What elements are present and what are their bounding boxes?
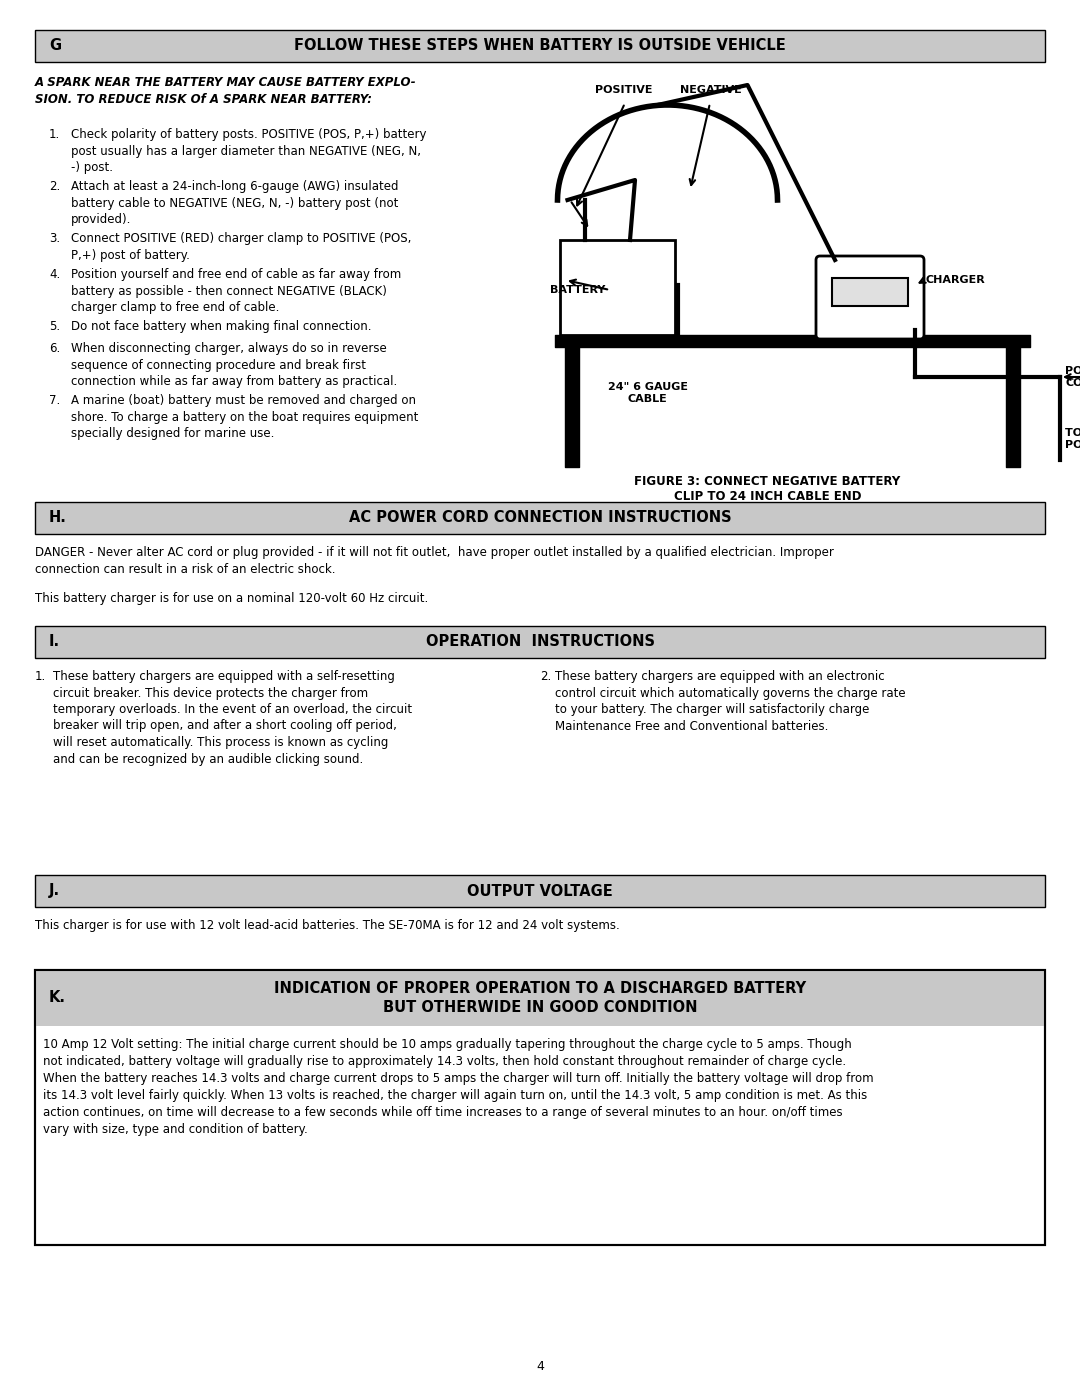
- Text: 24" 6 GAUGE
CABLE: 24" 6 GAUGE CABLE: [607, 381, 688, 404]
- Text: BATTERY: BATTERY: [550, 285, 606, 295]
- Text: 2.: 2.: [49, 180, 60, 193]
- Text: A marine (boat) battery must be removed and charged on
shore. To charge a batter: A marine (boat) battery must be removed …: [71, 394, 418, 440]
- Text: Check polarity of battery posts. POSITIVE (POS, P,+) battery
post usually has a : Check polarity of battery posts. POSITIV…: [71, 129, 427, 175]
- Text: Do not face battery when making final connection.: Do not face battery when making final co…: [71, 320, 372, 332]
- Text: DANGER - Never alter AC cord or plug provided - if it will not fit outlet,  have: DANGER - Never alter AC cord or plug pro…: [35, 546, 834, 576]
- Text: 10 Amp 12 Volt setting: The initial charge current should be 10 amps gradually t: 10 Amp 12 Volt setting: The initial char…: [43, 1038, 874, 1136]
- Text: 4: 4: [536, 1361, 544, 1373]
- Text: When disconnecting charger, always do so in reverse
sequence of connecting proce: When disconnecting charger, always do so…: [71, 342, 397, 388]
- Text: 2.: 2.: [540, 671, 551, 683]
- Text: INDICATION OF PROPER OPERATION TO A DISCHARGED BATTERY
BUT OTHERWIDE IN GOOD CON: INDICATION OF PROPER OPERATION TO A DISC…: [274, 981, 806, 1016]
- Bar: [35, 970, 1045, 1245]
- Text: This charger is for use with 12 volt lead-acid batteries. The SE-70MA is for 12 : This charger is for use with 12 volt lea…: [35, 919, 620, 932]
- Text: CHARGER: CHARGER: [924, 275, 985, 285]
- Text: 1.: 1.: [49, 129, 60, 141]
- Text: J.: J.: [49, 883, 60, 898]
- Text: NEGATIVE: NEGATIVE: [680, 85, 742, 95]
- Text: OPERATION  INSTRUCTIONS: OPERATION INSTRUCTIONS: [426, 634, 654, 650]
- Bar: [35, 29, 1045, 61]
- Text: 6.: 6.: [49, 342, 60, 355]
- Bar: [35, 970, 1045, 1025]
- Text: These battery chargers are equipped with a self-resetting
circuit breaker. This : These battery chargers are equipped with…: [53, 671, 413, 766]
- Text: 1.: 1.: [35, 671, 46, 683]
- Text: 4.: 4.: [49, 268, 60, 281]
- Text: Connect POSITIVE (RED) charger clamp to POSITIVE (POS,
P,+) post of battery.: Connect POSITIVE (RED) charger clamp to …: [71, 232, 411, 261]
- Bar: [561, 240, 675, 335]
- Text: AC POWER CORD CONNECTION INSTRUCTIONS: AC POWER CORD CONNECTION INSTRUCTIONS: [349, 510, 731, 525]
- Bar: [35, 626, 1045, 658]
- Text: FIGURE 3: CONNECT NEGATIVE BATTERY
CLIP TO 24 INCH CABLE END: FIGURE 3: CONNECT NEGATIVE BATTERY CLIP …: [634, 475, 901, 503]
- Bar: [35, 970, 1045, 1245]
- Text: Attach at least a 24-inch-long 6-gauge (AWG) insulated
battery cable to NEGATIVE: Attach at least a 24-inch-long 6-gauge (…: [71, 180, 399, 226]
- Text: 7.: 7.: [49, 394, 60, 407]
- Text: FOLLOW THESE STEPS WHEN BATTERY IS OUTSIDE VEHICLE: FOLLOW THESE STEPS WHEN BATTERY IS OUTSI…: [294, 39, 786, 53]
- FancyBboxPatch shape: [816, 256, 924, 339]
- Text: I.: I.: [49, 634, 60, 650]
- Text: This battery charger is for use on a nominal 120-volt 60 Hz circuit.: This battery charger is for use on a nom…: [35, 592, 429, 605]
- Text: 3.: 3.: [49, 232, 60, 244]
- Text: 5.: 5.: [49, 320, 60, 332]
- Text: G: G: [49, 39, 62, 53]
- Text: These battery chargers are equipped with an electronic
control circuit which aut: These battery chargers are equipped with…: [555, 671, 906, 732]
- Bar: [35, 502, 1045, 534]
- Text: K.: K.: [49, 990, 66, 1006]
- Text: POSITIVE: POSITIVE: [595, 85, 652, 95]
- Bar: [832, 278, 908, 306]
- Text: OUTPUT VOLTAGE: OUTPUT VOLTAGE: [468, 883, 612, 898]
- Text: POWER
CORD: POWER CORD: [1065, 366, 1080, 388]
- Text: TO GROUNDED
POWER OUTLET: TO GROUNDED POWER OUTLET: [1065, 429, 1080, 450]
- Text: Position yourself and free end of cable as far away from
battery as possible - t: Position yourself and free end of cable …: [71, 268, 402, 314]
- Text: A SPARK NEAR THE BATTERY MAY CAUSE BATTERY EXPLO-
SION. TO REDUCE RISK Of A SPAR: A SPARK NEAR THE BATTERY MAY CAUSE BATTE…: [35, 75, 417, 106]
- Text: H.: H.: [49, 510, 67, 525]
- Bar: [35, 875, 1045, 907]
